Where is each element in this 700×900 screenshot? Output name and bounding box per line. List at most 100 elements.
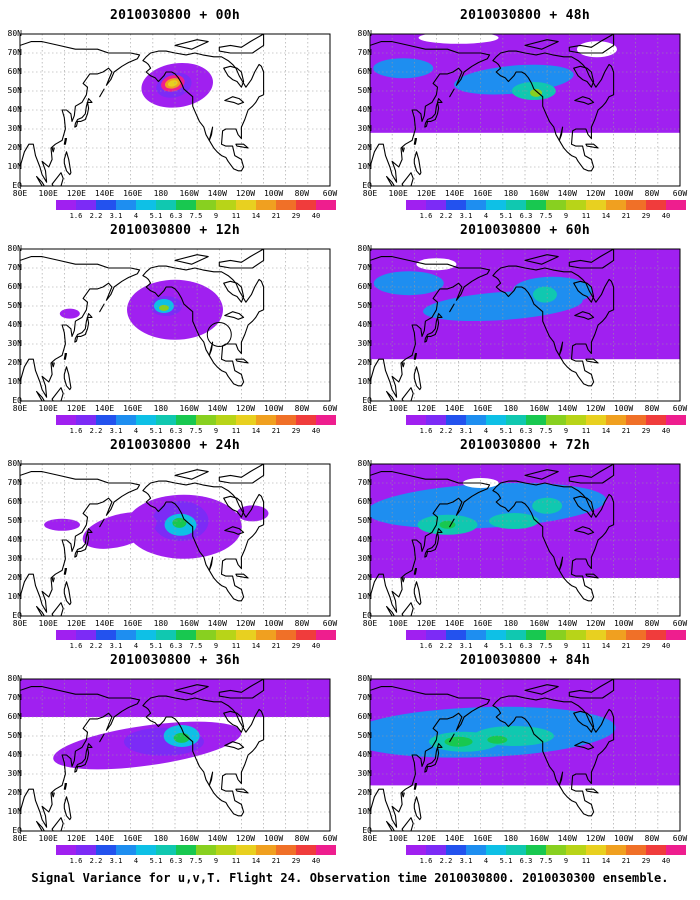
colorbar-labels: 1.6 2.2 3.1 4 5.1 6.3 7.5 9 11 14 21 29 40 bbox=[406, 427, 686, 436]
coastline bbox=[235, 788, 249, 794]
lat-tick-label: 40N bbox=[7, 750, 22, 759]
var-blob bbox=[439, 520, 456, 529]
coastline bbox=[574, 526, 595, 535]
coastline bbox=[449, 518, 455, 528]
colorbar-label: 4 bbox=[133, 642, 139, 650]
gridlines bbox=[20, 249, 330, 401]
variance-contours bbox=[141, 62, 213, 108]
colorbar-swatch bbox=[406, 630, 426, 640]
coastline bbox=[573, 65, 595, 88]
colorbar-label: 6.3 bbox=[169, 642, 183, 650]
coastline bbox=[235, 358, 249, 364]
lat-tick-label: 80N bbox=[7, 29, 22, 38]
lat-tick-label: EQ bbox=[362, 396, 372, 405]
lat-tick-label: 50N bbox=[357, 86, 372, 95]
colorbar-label: 5.1 bbox=[149, 857, 163, 865]
colorbar bbox=[406, 200, 686, 210]
coastline bbox=[218, 34, 265, 54]
coastline bbox=[218, 464, 265, 484]
colorbar-swatch bbox=[666, 630, 686, 640]
colorbar-label: 9 bbox=[563, 427, 569, 435]
colorbar-label: 6.3 bbox=[519, 212, 533, 220]
lat-tick-label: 70N bbox=[7, 263, 22, 272]
colorbar-swatch bbox=[446, 630, 466, 640]
lon-tick-label: 140W bbox=[557, 404, 577, 413]
var-blob bbox=[370, 482, 607, 529]
coastline bbox=[574, 96, 595, 105]
map-area: 80N 70N 60N 50N 40N 30N 20N 10N EQ 80E 100E 120E 140… bbox=[8, 460, 338, 628]
lat-tick-label: 20N bbox=[357, 573, 372, 582]
var-blob bbox=[167, 80, 178, 87]
lon-tick-label: 140E bbox=[444, 834, 465, 843]
colorbar-swatch bbox=[56, 845, 76, 855]
coastline bbox=[20, 686, 141, 828]
colorbar-swatch bbox=[526, 630, 546, 640]
colorbar-label: 29 bbox=[291, 212, 301, 220]
coastline bbox=[401, 147, 405, 153]
colorbar-label: 3.1 bbox=[459, 642, 473, 650]
lat-tick-label: 30N bbox=[357, 554, 372, 563]
coastline bbox=[524, 469, 559, 480]
colorbar bbox=[56, 630, 336, 640]
colorbar-swatch bbox=[626, 845, 646, 855]
coastline bbox=[99, 518, 105, 528]
lat-tick-label: 50N bbox=[357, 301, 372, 310]
lat-tick-label: 40N bbox=[7, 320, 22, 329]
lon-tick-label: 100E bbox=[38, 189, 58, 198]
colorbar-swatch bbox=[316, 415, 336, 425]
coastline bbox=[20, 256, 141, 398]
colorbar-swatch bbox=[236, 200, 256, 210]
colorbar-swatch bbox=[156, 415, 176, 425]
coastline bbox=[424, 98, 443, 128]
coastline bbox=[558, 341, 564, 356]
lon-tick-label: 140E bbox=[94, 189, 115, 198]
colorbar-label: 11 bbox=[581, 642, 591, 650]
coastline bbox=[449, 303, 455, 313]
lon-tick-label: 140W bbox=[557, 189, 577, 198]
colorbar bbox=[56, 845, 336, 855]
colorbar-swatch bbox=[96, 200, 116, 210]
variance-contours bbox=[44, 494, 269, 559]
colorbar-label: 2.2 bbox=[89, 212, 103, 220]
colorbar-labels: 1.6 2.2 3.1 4 5.1 6.3 7.5 9 11 14 21 29 40 bbox=[406, 642, 686, 651]
colorbar-swatch bbox=[256, 415, 276, 425]
colorbar-label: 7.5 bbox=[539, 212, 553, 220]
coastline bbox=[492, 50, 615, 172]
panel-title: 2010030800 + 00h bbox=[109, 8, 241, 23]
colorbar-label: 6.3 bbox=[169, 212, 183, 220]
colorbar-label: 7.5 bbox=[189, 857, 203, 865]
colorbar-label: 3.1 bbox=[109, 857, 123, 865]
colorbar-swatch bbox=[446, 845, 466, 855]
colorbar-label: 2.2 bbox=[89, 857, 103, 865]
colorbar-label: 4 bbox=[133, 427, 139, 435]
colorbar-swatch bbox=[176, 630, 196, 640]
lon-tick-label: 80W bbox=[294, 834, 310, 843]
lat-tick-label: 60N bbox=[7, 282, 22, 291]
colorbar-swatch bbox=[276, 630, 296, 640]
colorbar-label: 40 bbox=[661, 857, 671, 865]
coastlines bbox=[20, 464, 265, 616]
coastline bbox=[401, 602, 414, 616]
colorbar-swatch bbox=[96, 845, 116, 855]
lon-tick-label: 60W bbox=[322, 189, 338, 198]
coastline bbox=[370, 686, 491, 828]
coastline bbox=[51, 602, 64, 616]
colorbar-swatch bbox=[236, 845, 256, 855]
map-panel: 2010030800 + 60h 80N 70N 60N 50N 40N 30N 20N 10N… bbox=[350, 215, 700, 435]
map-panel: 2010030800 + 48h 80N 70N 60N 50N 40N 30N 20N 10N… bbox=[350, 0, 700, 220]
coastline bbox=[51, 387, 64, 401]
lat-tick-label: 10N bbox=[7, 807, 22, 816]
colorbar-swatch bbox=[466, 415, 486, 425]
coastlines bbox=[20, 34, 265, 186]
lon-tick-label: 80E bbox=[362, 619, 378, 628]
coastline bbox=[424, 743, 443, 773]
map-area: 80N 70N 60N 50N 40N 30N 20N 10N EQ 80E 100E 120E 140… bbox=[8, 245, 338, 413]
var-blob bbox=[173, 732, 190, 743]
colorbar-swatch bbox=[316, 630, 336, 640]
panel-title: 2010030800 + 12h bbox=[109, 223, 241, 238]
coastline bbox=[568, 34, 615, 54]
lat-tick-label: 10N bbox=[7, 377, 22, 386]
lon-tick-label: 60W bbox=[322, 619, 338, 628]
var-blob bbox=[71, 749, 113, 769]
map-frame bbox=[369, 678, 681, 832]
